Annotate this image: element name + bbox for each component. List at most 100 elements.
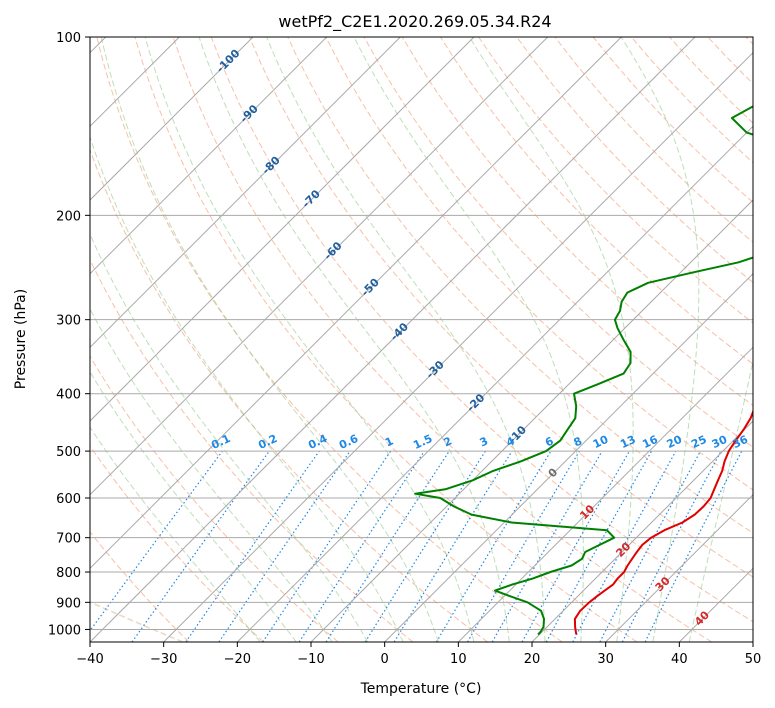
moist-adiabat-line xyxy=(620,37,700,642)
x-tick-label: 30 xyxy=(597,652,614,667)
mixing-ratio-label: 13 xyxy=(618,433,637,451)
mixing-ratio-label: 10 xyxy=(591,433,611,451)
dry-adiabat-line xyxy=(90,258,414,642)
moist-adiabat-line xyxy=(144,37,475,642)
x-tick-label: 50 xyxy=(745,652,762,667)
mixing-ratio-label: 6 xyxy=(543,434,556,449)
y-tick-label: 600 xyxy=(56,492,81,507)
mixing-ratio-label: 16 xyxy=(640,433,660,451)
isotherm-label: -30 xyxy=(424,358,447,381)
mixing-ratio-line xyxy=(599,450,702,642)
mixing-ratio-line xyxy=(131,450,270,642)
moist-adiabat-line xyxy=(353,37,584,642)
isotherm-line xyxy=(457,346,753,642)
moist-adiabat-line xyxy=(90,135,404,642)
mixing-ratio-label: 1 xyxy=(383,434,395,449)
moist-adiabat-line xyxy=(100,37,439,642)
isotherm-line xyxy=(90,37,328,275)
dry-adiabat-line xyxy=(439,37,753,365)
dry-adiabat-line xyxy=(90,355,339,642)
isotherm-label: 40 xyxy=(692,608,712,628)
y-tick-label: 400 xyxy=(56,388,81,403)
y-tick-label: 300 xyxy=(56,314,81,329)
chart-grid-layer xyxy=(90,37,753,642)
mixing-ratio-line xyxy=(262,450,392,642)
chart-title: wetPf2_C2E1.2020.269.05.34.R24 xyxy=(278,12,551,32)
dry-adiabat-line xyxy=(210,37,753,623)
isotherm-line xyxy=(236,125,753,642)
x-tick-label: −40 xyxy=(76,652,103,667)
dry-adiabat-line xyxy=(401,37,753,406)
mixing-ratio-label: 3 xyxy=(478,434,490,449)
chart-axes: −40 −30 −20 −10 0 10 20 30 40 5010020030040050060… xyxy=(48,31,761,667)
mixing-ratio-line xyxy=(393,450,513,642)
isotherm-line xyxy=(531,420,753,642)
moist-adiabat-line xyxy=(90,232,369,642)
moist-adiabat-line xyxy=(469,37,634,642)
y-tick-label: 700 xyxy=(56,532,81,547)
mixing-ratio-line xyxy=(185,450,320,642)
mixing-ratio-label: 36 xyxy=(731,433,751,451)
moist-adiabat-line xyxy=(90,426,261,642)
mixing-ratio-line xyxy=(545,450,653,642)
dry-adiabat-line xyxy=(669,37,753,124)
isotherm-label: -80 xyxy=(260,154,283,177)
isotherm-line xyxy=(90,37,549,496)
y-tick-label: 200 xyxy=(56,209,81,224)
isotherm-line xyxy=(752,641,753,642)
isotherm-label: 10 xyxy=(577,502,597,522)
y-tick-label: 800 xyxy=(56,566,81,581)
x-tick-label: −20 xyxy=(224,652,251,667)
isotherm-line xyxy=(678,567,753,642)
isotherm-line xyxy=(90,37,475,422)
plot-frame xyxy=(89,36,754,643)
mixing-ratio-line xyxy=(521,450,631,642)
dry-adiabat-line xyxy=(287,37,753,534)
y-axis-label: Pressure (hPa) xyxy=(13,289,29,389)
moist-adiabat-line xyxy=(90,308,333,642)
x-tick-label: 10 xyxy=(450,652,467,667)
mixing-ratio-label: 30 xyxy=(710,433,730,451)
mixing-ratio-line xyxy=(644,450,743,642)
chart-inline-labels: -100-90-80-70-60-50-40-30-20-10010203040… xyxy=(209,47,750,629)
isotherm-line xyxy=(163,51,753,642)
x-tick-label: 0 xyxy=(381,652,389,667)
mixing-ratio-line xyxy=(325,450,450,642)
moist-adiabat-line xyxy=(90,370,297,642)
dry-adiabat-line xyxy=(249,37,753,578)
dry-adiabat-line xyxy=(516,37,753,284)
dry-adiabat-line xyxy=(96,37,563,642)
mixing-ratio-label: 8 xyxy=(572,434,584,449)
moist-adiabat-line xyxy=(688,358,753,642)
isotherm-line xyxy=(310,199,753,642)
mixing-ratio-label: 0.1 xyxy=(209,432,232,452)
mixing-ratio-label: 20 xyxy=(665,433,685,451)
isotherm-line xyxy=(90,37,622,570)
dewpoint-profile-line xyxy=(414,105,753,636)
mixing-ratio-line xyxy=(298,450,425,642)
x-tick-label: −30 xyxy=(150,652,177,667)
dry-adiabat-line xyxy=(134,37,638,642)
mixing-ratio-line xyxy=(364,450,486,642)
isotherm-line xyxy=(90,37,696,642)
isotherm-line xyxy=(90,37,401,349)
mixing-ratio-label: 25 xyxy=(689,433,708,451)
y-tick-label: 900 xyxy=(56,596,81,611)
y-tick-label: 100 xyxy=(56,31,81,46)
dry-adiabat-line xyxy=(745,37,753,45)
moist-adiabat-line xyxy=(198,37,510,642)
temperature-profile-line xyxy=(573,409,753,635)
y-tick-label: 500 xyxy=(56,445,81,460)
moist-adiabat-line xyxy=(266,37,546,642)
dry-adiabat-line xyxy=(325,37,753,491)
x-tick-label: 40 xyxy=(671,652,688,667)
isotherm-line xyxy=(605,493,753,642)
mixing-ratio-line xyxy=(435,450,552,642)
dry-adiabat-line xyxy=(90,445,264,642)
chart-series-layer xyxy=(414,105,753,636)
x-axis-label: Temperature (°C) xyxy=(360,681,482,697)
dry-adiabat-line xyxy=(90,148,488,642)
mixing-ratio-line xyxy=(90,450,223,632)
x-tick-label: 20 xyxy=(524,652,541,667)
